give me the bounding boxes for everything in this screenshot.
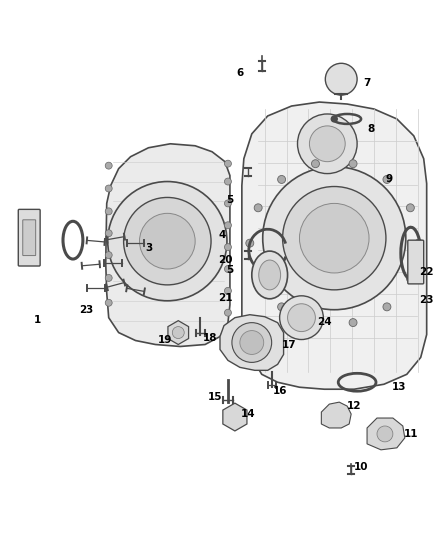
Circle shape [254,274,262,282]
Circle shape [105,208,112,215]
Circle shape [124,197,211,285]
Circle shape [311,160,319,168]
Text: 7: 7 [364,78,371,88]
Circle shape [331,116,337,122]
Circle shape [383,175,391,183]
Circle shape [105,162,112,169]
Circle shape [415,239,423,247]
Circle shape [232,322,272,362]
Circle shape [349,160,357,168]
Ellipse shape [252,251,288,299]
Text: 6: 6 [236,68,244,78]
Circle shape [246,239,254,247]
Circle shape [283,187,386,290]
Polygon shape [242,102,427,389]
Circle shape [288,304,315,332]
Text: 3: 3 [85,305,92,314]
Circle shape [105,185,112,192]
Circle shape [224,160,231,167]
Circle shape [278,303,286,311]
FancyBboxPatch shape [408,240,424,284]
Circle shape [224,244,231,251]
Circle shape [105,252,112,259]
Circle shape [105,300,112,306]
Circle shape [377,426,393,442]
Circle shape [406,274,414,282]
Polygon shape [220,314,283,370]
Text: 17: 17 [282,340,297,350]
Polygon shape [223,403,247,431]
Text: 24: 24 [317,317,332,327]
Text: 3: 3 [145,243,152,253]
Text: 5: 5 [226,265,233,275]
Text: 15: 15 [208,392,222,402]
Polygon shape [367,418,405,450]
Circle shape [108,182,227,301]
Circle shape [140,213,195,269]
Text: 9: 9 [385,174,392,183]
FancyBboxPatch shape [23,220,35,255]
Text: 13: 13 [392,382,406,392]
Text: 11: 11 [403,429,418,439]
Circle shape [311,319,319,327]
Text: 21: 21 [218,293,232,303]
Text: 19: 19 [158,335,173,344]
Text: 14: 14 [240,409,255,419]
Circle shape [172,327,184,338]
Circle shape [279,296,323,340]
Circle shape [224,178,231,185]
Text: 12: 12 [347,401,361,411]
Circle shape [254,204,262,212]
Polygon shape [321,402,351,428]
Text: 23: 23 [420,295,434,305]
Text: 5: 5 [226,196,233,205]
Text: 1: 1 [34,314,41,325]
Circle shape [224,265,231,272]
Text: 8: 8 [367,124,374,134]
Circle shape [297,114,357,174]
Circle shape [224,287,231,294]
Circle shape [105,230,112,237]
Circle shape [349,319,357,327]
Text: 22: 22 [420,267,434,277]
Circle shape [224,200,231,207]
Text: 16: 16 [272,386,287,396]
Circle shape [224,309,231,316]
Polygon shape [168,321,189,344]
Circle shape [406,204,414,212]
Text: 18: 18 [203,333,217,343]
Text: 10: 10 [354,462,368,472]
Circle shape [383,303,391,311]
Circle shape [105,274,112,281]
Circle shape [224,222,231,229]
Text: 2: 2 [79,305,86,314]
Circle shape [240,330,264,354]
FancyBboxPatch shape [18,209,40,266]
Circle shape [325,63,357,95]
Circle shape [278,175,286,183]
Circle shape [309,126,345,161]
Circle shape [263,167,406,310]
Circle shape [300,204,369,273]
Text: 20: 20 [218,255,232,265]
Ellipse shape [259,260,281,290]
Polygon shape [106,144,230,346]
Text: 4: 4 [218,230,226,240]
